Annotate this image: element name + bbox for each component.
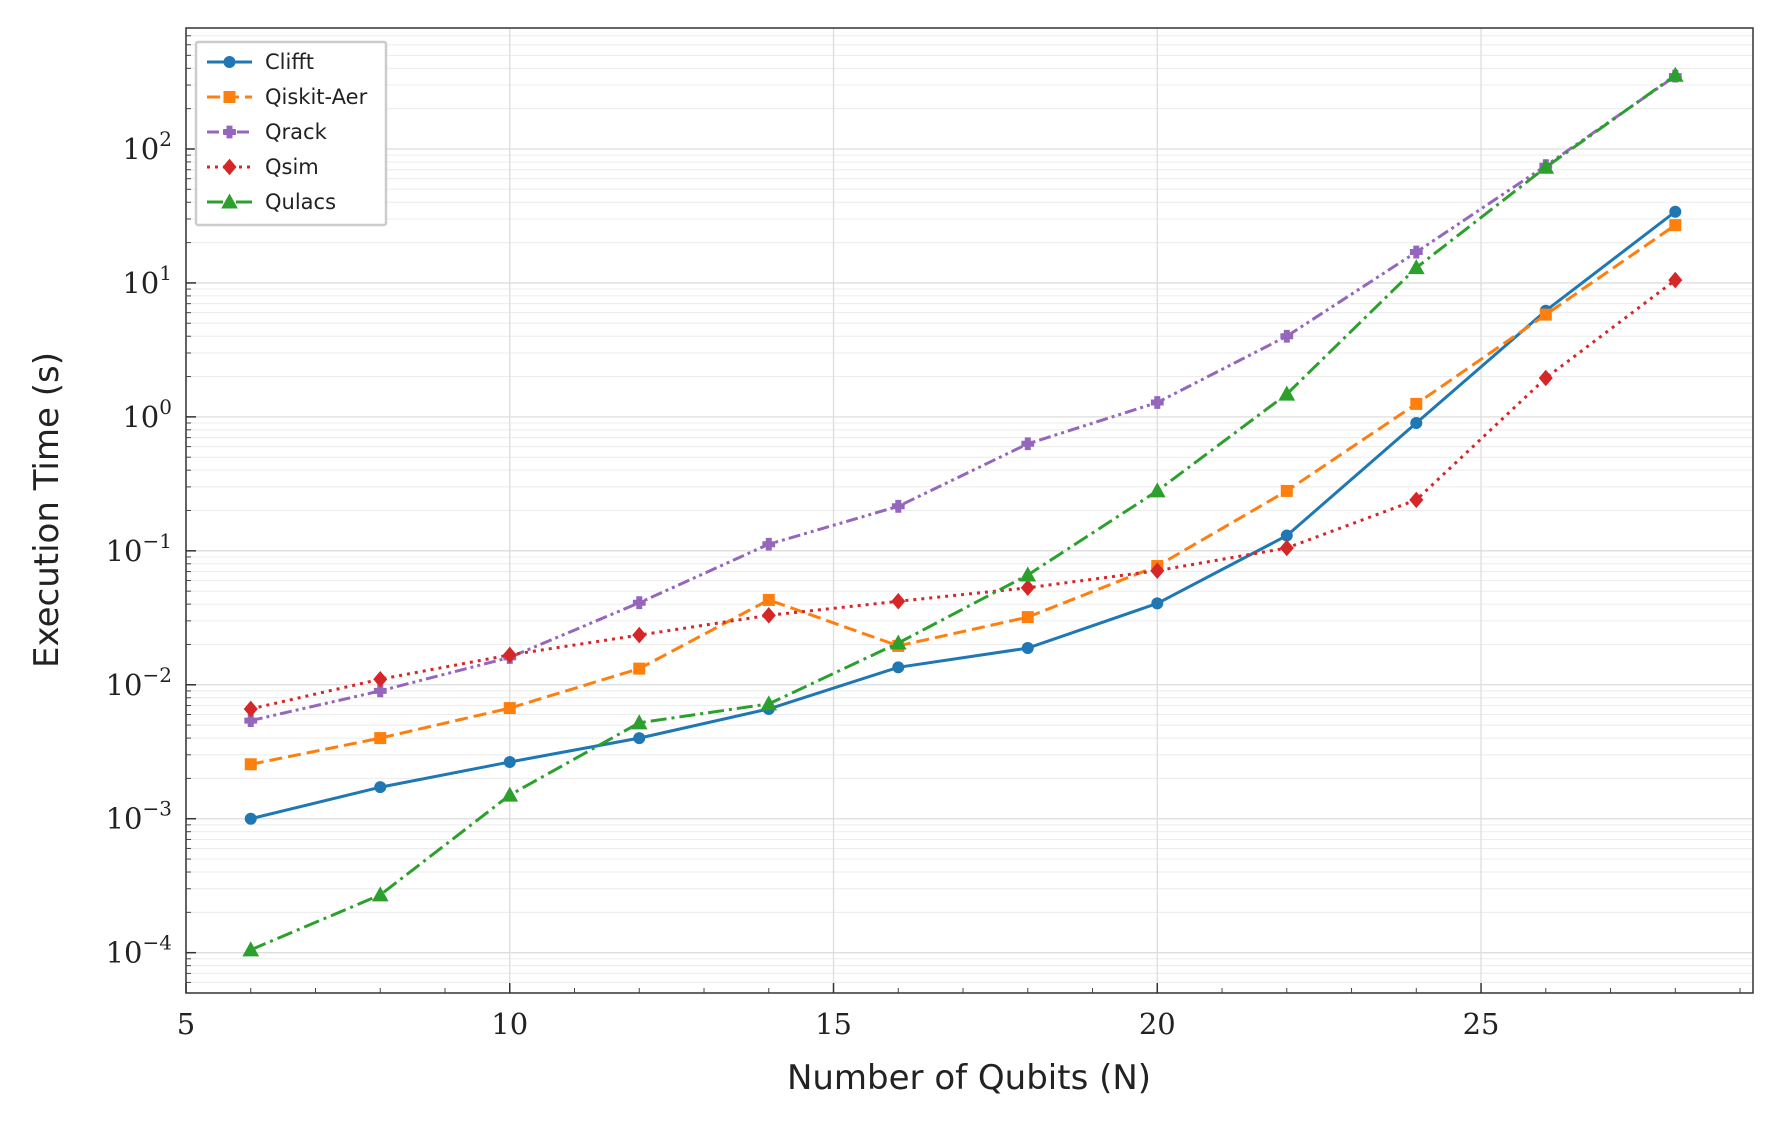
data-point-clifft xyxy=(1021,642,1034,655)
data-point-qsim xyxy=(761,607,776,624)
data-point-qiskit-aer xyxy=(1539,308,1552,321)
legend-marker-qsim xyxy=(222,158,237,176)
data-point-qiskit-aer xyxy=(374,732,387,745)
data-point-qulacs xyxy=(760,695,778,711)
data-point-qrack xyxy=(1409,245,1423,259)
legend-entry-qsim: Qsim xyxy=(207,155,319,179)
legend-label-qrack: Qrack xyxy=(265,120,328,144)
legend-entry-clifft: Clifft xyxy=(207,50,314,74)
legend-label-qiskit-aer: Qiskit-Aer xyxy=(265,85,368,109)
legend-label-clifft: Clifft xyxy=(265,50,314,74)
data-point-clifft xyxy=(1410,417,1423,430)
series-line-clifft xyxy=(250,210,1677,821)
data-point-clifft xyxy=(1280,529,1293,542)
data-point-qiskit-aer xyxy=(762,593,775,606)
y-tick-label: 100 xyxy=(122,395,172,434)
data-point-qrack xyxy=(373,684,387,698)
data-point-clifft xyxy=(374,781,387,794)
y-axis-title: Execution Time (s) xyxy=(27,352,67,668)
data-point-qulacs xyxy=(1407,259,1425,275)
data-point-qrack xyxy=(632,596,646,610)
data-point-clifft xyxy=(892,661,905,674)
y-tick-label: 10−2 xyxy=(106,663,172,702)
x-tick-label: 15 xyxy=(815,1007,852,1041)
x-tick-label: 20 xyxy=(1139,1007,1176,1041)
data-point-qiskit-aer xyxy=(244,758,257,771)
y-tick-label: 101 xyxy=(122,261,172,300)
data-point-qrack xyxy=(762,537,776,551)
legend-entry-qrack: Qrack xyxy=(207,120,328,144)
y-tick-label: 10−3 xyxy=(106,797,172,836)
legend-marker-clifft xyxy=(223,56,236,68)
data-point-clifft xyxy=(1669,205,1682,218)
series-layer xyxy=(242,66,1684,957)
x-tick-labels: 5 10 15 20 25 xyxy=(177,1007,1500,1041)
data-point-qiskit-aer xyxy=(1669,219,1682,232)
series-line-qrack xyxy=(250,74,1677,723)
legend-label-qsim: Qsim xyxy=(265,155,319,179)
legend-entry-qiskit-aer: Qiskit-Aer xyxy=(207,85,368,109)
data-point-qrack xyxy=(244,714,258,728)
series-line-qiskit-aer xyxy=(250,223,1677,766)
data-point-qsim xyxy=(891,593,906,610)
x-axis-title: Number of Qubits (N) xyxy=(787,1058,1151,1098)
data-point-qsim xyxy=(502,646,517,664)
data-point-qsim xyxy=(373,670,388,688)
data-point-qiskit-aer xyxy=(633,662,646,675)
data-point-qrack xyxy=(1150,396,1164,409)
data-point-qiskit-aer xyxy=(1410,397,1423,410)
data-point-qsim xyxy=(1668,271,1683,289)
x-tick-label: 5 xyxy=(177,1007,195,1041)
y-tick-labels: 10−4 10−3 10−2 10−1 100 101 102 xyxy=(106,127,172,970)
data-point-clifft xyxy=(1151,597,1164,610)
data-point-qsim xyxy=(1538,369,1553,387)
legend-marker-qulacs xyxy=(221,193,238,209)
legend-marker-qiskit-aer xyxy=(223,91,236,103)
series-clifft xyxy=(244,205,1682,825)
data-point-qsim xyxy=(632,626,647,644)
data-point-qiskit-aer xyxy=(503,702,516,715)
data-point-qsim xyxy=(1279,539,1294,557)
data-point-qulacs xyxy=(1278,385,1296,401)
data-point-qrack xyxy=(891,499,905,513)
series-line-qulacs xyxy=(250,74,1677,952)
data-point-qulacs xyxy=(1537,158,1555,174)
data-point-qulacs xyxy=(242,941,260,957)
legend: Clifft Qiskit-Aer Qrack Qsim Qulacs xyxy=(194,40,388,227)
data-point-qulacs xyxy=(889,634,907,650)
series-qsim xyxy=(243,271,1683,718)
legend-box xyxy=(194,40,388,227)
data-point-qulacs xyxy=(501,786,519,802)
data-point-qulacs xyxy=(1148,482,1166,498)
legend-marker-qrack xyxy=(223,125,236,139)
data-point-clifft xyxy=(503,756,516,769)
data-point-qsim xyxy=(243,700,258,718)
data-point-qrack xyxy=(1021,437,1035,451)
data-point-qsim xyxy=(1409,491,1424,509)
x-tick-label: 25 xyxy=(1463,1007,1500,1041)
y-tick-label: 102 xyxy=(122,127,172,166)
data-point-qsim xyxy=(1150,562,1165,580)
data-point-qulacs xyxy=(1666,66,1684,82)
data-point-qiskit-aer xyxy=(1280,484,1293,497)
ticks-layer xyxy=(185,35,1741,993)
data-point-qsim xyxy=(1020,579,1035,597)
data-point-qiskit-aer xyxy=(1021,611,1034,624)
data-point-clifft xyxy=(244,812,257,825)
data-point-qulacs xyxy=(1019,566,1037,582)
legend-label-qulacs: Qulacs xyxy=(265,190,336,214)
data-point-qrack xyxy=(1280,329,1294,343)
y-tick-label: 10−1 xyxy=(106,529,172,568)
legend-entry-qulacs: Qulacs xyxy=(207,190,336,214)
series-line-qsim xyxy=(250,278,1677,711)
series-qulacs xyxy=(242,66,1684,957)
data-point-qulacs xyxy=(371,886,389,902)
data-point-clifft xyxy=(633,732,646,745)
data-point-qulacs xyxy=(630,714,648,730)
x-tick-label: 10 xyxy=(491,1007,528,1041)
y-tick-label: 10−4 xyxy=(106,931,172,970)
